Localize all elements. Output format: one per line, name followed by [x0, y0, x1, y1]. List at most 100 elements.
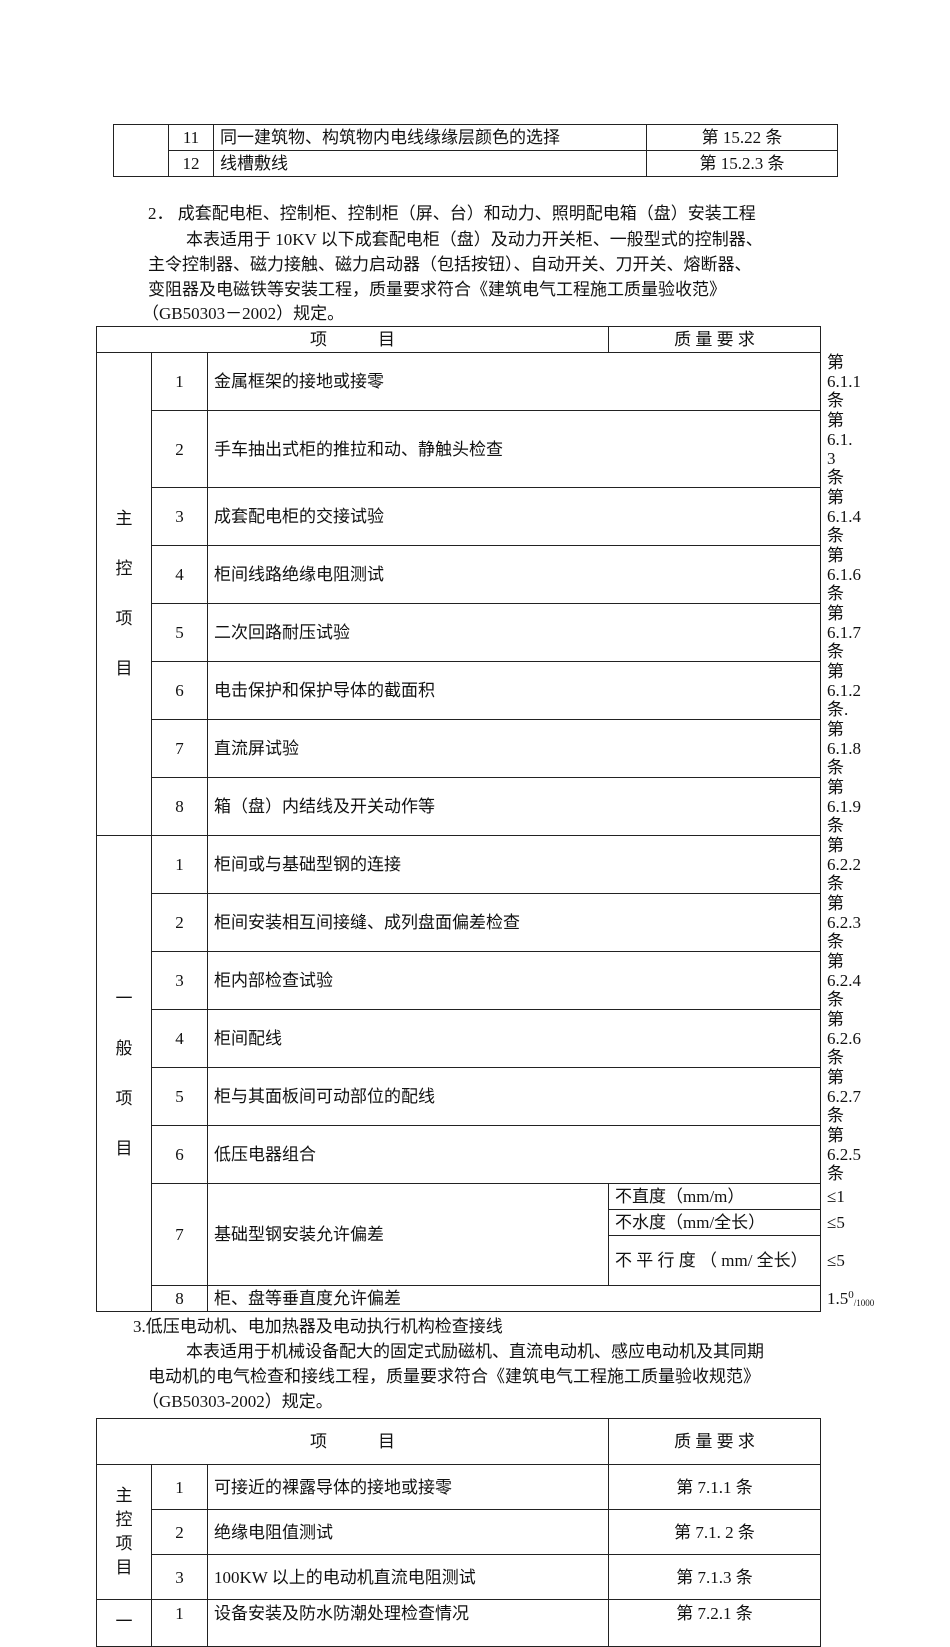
- row-no: 1: [151, 1599, 208, 1647]
- section3-para-line: 本表适用于机械设备配大的固定式励磁机、直流电动机、感应电动机及其同期: [186, 1342, 764, 1361]
- table-row: 8 箱（盘）内结线及开关动作等第 6.1.9 条: [97, 777, 861, 836]
- section2-para-line: 主令控制器、磁力接触、磁力启动器（包括按钮）、自动开关、刀开关、熔断器、: [148, 255, 752, 274]
- row-req: 第 7.1.1 条: [608, 1464, 822, 1510]
- row-no: 7: [151, 719, 208, 778]
- row-no: 6: [151, 661, 208, 720]
- table-row: 2 手车抽出式柜的推拉和动、静触头检查第 6.1. 3 条: [97, 410, 853, 488]
- group-char: 般: [115, 1038, 133, 1058]
- row-item: 箱（盘）内结线及开关动作等: [207, 777, 821, 836]
- table-row: 12 线槽敷线第 15.2.3 条: [114, 150, 838, 177]
- row-item: 成套配电柜的交接试验: [207, 487, 821, 546]
- header-item: 项 目: [95, 1418, 610, 1465]
- table-section3: 项 目质 量 要 求 主控项目 1 可接近的裸露导体的接地或接零第 7.1.1 条 …: [95, 1418, 822, 1647]
- table-row: 一般项目 1 柜间或与基础型钢的连接第 6.2.2 条: [96, 835, 861, 1312]
- row-req: 第 7.1. 2 条: [608, 1509, 822, 1555]
- row-no: 7: [151, 1183, 208, 1286]
- row-item: 绝缘电阻值测试: [206, 1509, 610, 1555]
- section2-para-line: （GB50303－2002）规定。: [142, 304, 345, 323]
- table-row: 6 电击保护和保护导体的截面积第 6.1.2 条.: [97, 661, 861, 720]
- table-row: 主控项目 1 金属框架的接地或接零第 6.1.1 条: [96, 352, 861, 836]
- row-req: 第 7.1.3 条: [608, 1554, 822, 1600]
- table-row: 4 柜间配线第 6.2.6 条: [97, 1009, 861, 1068]
- sub-item: 不水度（mm/全长）: [608, 1209, 821, 1236]
- header-req: 质 量 要 求: [608, 326, 821, 353]
- row-no: 8: [151, 1285, 208, 1312]
- row-item: 电击保护和保护导体的截面积: [207, 661, 821, 720]
- row-no: 1: [151, 352, 208, 411]
- group-char: 目: [115, 1138, 133, 1158]
- row-no: 12: [168, 150, 214, 177]
- row-item: 直流屏试验: [207, 719, 821, 778]
- table-row: 7 基础型钢安装允许偏差 不直度（mm/m） ≤1: [97, 1183, 845, 1286]
- row-no: 1: [151, 835, 208, 894]
- section3-para-line: 电动机的电气检查和接线工程，质量要求符合《建筑电气工程施工质量验收规范》: [148, 1367, 760, 1386]
- row-no: 3: [151, 951, 208, 1010]
- row-item: 基础型钢安装允许偏差: [207, 1183, 609, 1286]
- row-req: 第 15.2.3 条: [646, 150, 838, 177]
- row-item: 设备安装及防水防潮处理检查情况: [206, 1599, 610, 1647]
- row-no: 3: [151, 1554, 208, 1600]
- row-no: 5: [151, 1067, 208, 1126]
- table-row: 3 成套配电柜的交接试验第 6.1.4 条: [97, 487, 861, 546]
- group-main: 主控项目: [96, 352, 152, 836]
- req-sub: /1000: [853, 1298, 875, 1308]
- row-item: 100KW 以上的电动机直流电阻测试: [206, 1554, 610, 1600]
- table-row: 5 柜与其面板间可动部位的配线第 6.2.7 条: [97, 1067, 861, 1126]
- table-top: 11 同一建筑物、构筑物内电线缘缘层颜色的选择第 15.22 条 12 线槽敷线第 …: [113, 124, 838, 177]
- table-header: 项 目质 量 要 求: [96, 326, 821, 353]
- group-general: 一般项目: [96, 835, 152, 1312]
- table-row: 8 柜、盘等垂直度允许偏差 1.50/1000: [97, 1285, 874, 1312]
- table-row: 4 柜间线路绝缘电阻测试第 6.1.6 条: [97, 545, 861, 604]
- table-row: 不水度（mm/全长） ≤5: [97, 1209, 845, 1236]
- row-no: 11: [168, 124, 214, 151]
- table-row: 一 1 设备安装及防水防潮处理检查情况第 7.2.1 条: [96, 1599, 822, 1647]
- table-row: 6 低压电器组合第 6.2.5 条: [97, 1125, 861, 1184]
- row-item: 柜间配线: [207, 1009, 821, 1068]
- row-no: 1: [151, 1464, 208, 1510]
- section3-heading: 3.低压电动机、电加热器及电动执行机构检查接线: [133, 1317, 503, 1336]
- group-char: 项: [115, 609, 133, 628]
- group-main: 主控项目: [96, 1464, 152, 1600]
- row-no: 3: [151, 487, 208, 546]
- section2-para-line: 变阻器及电磁铁等安装工程，质量要求符合《建筑电气工程施工质量验收范》: [148, 280, 726, 299]
- table-row: 3 柜内部检查试验第 6.2.4 条: [97, 951, 861, 1010]
- sub-item: 不 平 行 度 （ mm/ 全长）: [608, 1235, 821, 1286]
- group-char: 目: [115, 659, 133, 678]
- group-cell: [113, 124, 169, 177]
- table-row: 不 平 行 度 （ mm/ 全长） ≤5: [97, 1235, 845, 1286]
- section3-para-line: （GB50303-2002）规定。: [142, 1392, 333, 1411]
- req-base: 1.5: [827, 1289, 849, 1308]
- row-item: 低压电器组合: [207, 1125, 821, 1184]
- table-row: 3 100KW 以上的电动机直流电阻测试第 7.1.3 条: [97, 1554, 822, 1600]
- row-no: 2: [151, 410, 208, 488]
- table-row: 2 柜间安装相互间接缝、成列盘面偏差检查第 6.2.3 条: [97, 893, 861, 952]
- row-item: 柜与其面板间可动部位的配线: [207, 1067, 821, 1126]
- table-row: 2 绝缘电阻值测试第 7.1. 2 条: [97, 1509, 822, 1555]
- group-char: 主: [115, 509, 133, 528]
- table-row: 5 二次回路耐压试验第 6.1.7 条: [97, 603, 861, 662]
- row-no: 2: [151, 1509, 208, 1555]
- row-req: 第 15.22 条: [646, 124, 838, 151]
- group-general: 一: [96, 1599, 152, 1647]
- req-sup: 0: [848, 1289, 854, 1301]
- row-item: 柜、盘等垂直度允许偏差: [207, 1285, 821, 1312]
- group-char: 控: [115, 559, 133, 578]
- row-item: 手车抽出式柜的推拉和动、静触头检查: [207, 410, 821, 488]
- row-item: 柜内部检查试验: [207, 951, 821, 1010]
- row-no: 2: [151, 893, 208, 952]
- sub-item: 不直度（mm/m）: [608, 1183, 821, 1210]
- table-row: 11 同一建筑物、构筑物内电线缘缘层颜色的选择第 15.22 条: [113, 124, 838, 177]
- row-item: 可接近的裸露导体的接地或接零: [206, 1464, 610, 1510]
- row-item: 柜间线路绝缘电阻测试: [207, 545, 821, 604]
- row-item: 柜间安装相互间接缝、成列盘面偏差检查: [207, 893, 821, 952]
- table-section2: 项 目质 量 要 求主控项目 1 金属框架的接地或接零第 6.1.1 条 2 手车抽出式…: [96, 326, 874, 1312]
- header-req: 质 量 要 求: [608, 1418, 822, 1465]
- row-item: 线槽敷线: [213, 150, 647, 177]
- group-char: 一: [115, 988, 133, 1008]
- table-row: 主控项目 1 可接近的裸露导体的接地或接零第 7.1.1 条: [96, 1464, 822, 1600]
- row-no: 4: [151, 545, 208, 604]
- table-header: 项 目质 量 要 求: [95, 1418, 822, 1465]
- row-item: 柜间或与基础型钢的连接: [207, 835, 821, 894]
- row-no: 5: [151, 603, 208, 662]
- row-item: 同一建筑物、构筑物内电线缘缘层颜色的选择: [213, 124, 647, 151]
